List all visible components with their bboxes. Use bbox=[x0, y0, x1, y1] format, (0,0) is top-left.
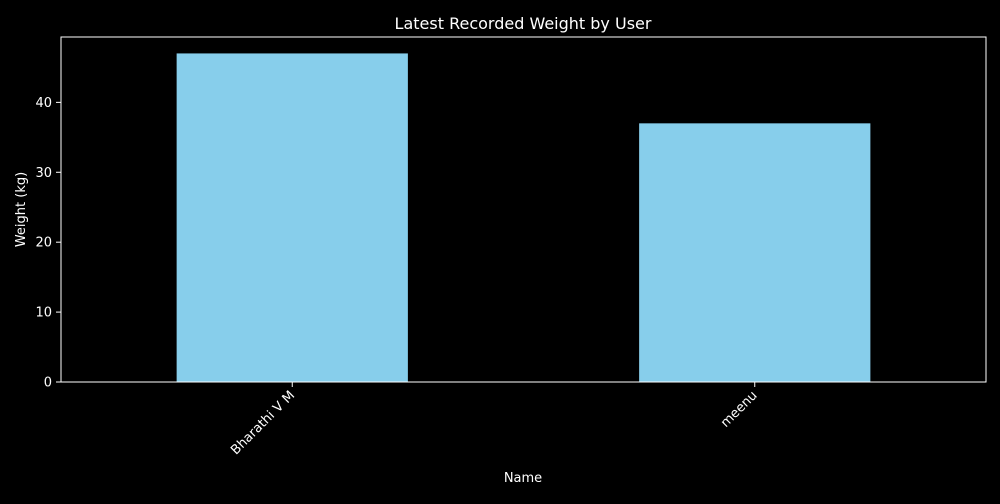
y-tick-label: 0 bbox=[44, 376, 52, 391]
y-axis-label: Weight (kg) bbox=[14, 172, 29, 247]
bar-0 bbox=[176, 53, 408, 383]
bars-layer bbox=[176, 53, 871, 383]
x-axis-label: Name bbox=[504, 471, 542, 486]
y-tick-label: 10 bbox=[35, 306, 52, 321]
chart-title: Latest Recorded Weight by User bbox=[395, 14, 652, 33]
plot-frame bbox=[60, 36, 987, 383]
y-tick-label: 30 bbox=[35, 166, 52, 181]
y-tick-label: 20 bbox=[35, 236, 52, 251]
bar-1 bbox=[639, 123, 871, 382]
y-tick-label: 40 bbox=[35, 96, 52, 111]
y-axis: 0 10 20 30 40 bbox=[35, 96, 61, 391]
